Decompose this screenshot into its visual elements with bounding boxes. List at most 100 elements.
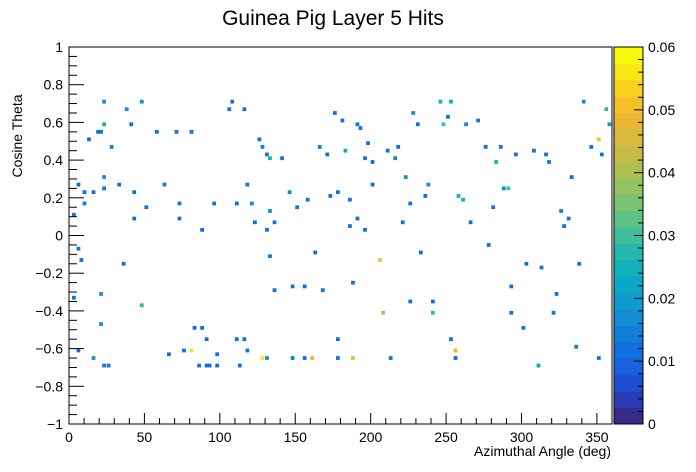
- x-tick-label: 50: [137, 429, 153, 445]
- color-scale-segment: [614, 47, 643, 64]
- heatmap-bin: [302, 284, 307, 289]
- y-tick-label: 0.8: [44, 77, 64, 93]
- heatmap-bin: [438, 99, 443, 104]
- heatmap-bin: [121, 261, 126, 266]
- color-scale-tick-label: 0.02: [648, 290, 675, 306]
- y-tick-label: −0.6: [35, 341, 63, 357]
- heatmap-bin: [234, 201, 239, 206]
- heatmap-bin: [415, 122, 420, 127]
- heatmap-bin: [509, 310, 514, 315]
- heatmap-bin: [396, 145, 401, 149]
- y-tick-label: 0.2: [44, 190, 64, 206]
- heatmap-bin: [604, 107, 609, 112]
- heatmap-bin: [325, 152, 330, 157]
- heatmap-bin: [403, 175, 408, 179]
- heatmap-bin: [129, 122, 134, 127]
- heatmap-bin: [355, 122, 360, 127]
- heatmap-bin: [99, 129, 103, 134]
- color-scale-segment: [614, 342, 643, 359]
- color-scale-segment: [614, 260, 643, 277]
- heatmap-bin: [431, 310, 435, 315]
- heatmap-bin: [117, 182, 122, 187]
- heatmap-bin: [453, 356, 458, 360]
- y-axis-ticks: −1 −0.8 −0.6 −0.4 −0.2 0 0.2 0.4 0.6 0.8 1: [35, 39, 84, 432]
- heatmap-bin: [408, 299, 413, 304]
- heatmap-bin: [154, 129, 159, 134]
- heatmap-bin: [230, 99, 235, 104]
- heatmap-bin: [162, 182, 167, 187]
- heatmap-bin: [574, 344, 579, 349]
- heatmap-bin: [476, 118, 481, 123]
- heatmap-bin: [102, 175, 106, 179]
- heatmap-bin: [589, 145, 594, 149]
- heatmap-bin: [102, 186, 106, 191]
- y-tick-label: −0.4: [35, 303, 63, 319]
- color-scale-bar: [613, 46, 644, 425]
- heatmap-bin: [547, 160, 551, 164]
- heatmap-bin: [182, 348, 186, 353]
- color-scale-tick-label: 0.04: [648, 165, 675, 181]
- heatmap-bin: [388, 356, 393, 360]
- heatmap-bin: [370, 160, 375, 164]
- x-tick-label: 0: [65, 429, 73, 445]
- heatmap-bin: [400, 220, 405, 225]
- heatmap-bin: [453, 348, 458, 353]
- heatmap-bin: [596, 356, 601, 360]
- x-tick-label: 200: [359, 429, 383, 445]
- heatmap-bin: [539, 265, 544, 270]
- heatmap-bin: [581, 99, 586, 104]
- heatmap-bin: [139, 99, 144, 104]
- color-scale-segment: [614, 227, 643, 245]
- color-scale-segment: [614, 178, 643, 195]
- heatmap-bin: [132, 216, 137, 221]
- heatmap-bin: [245, 348, 250, 353]
- heatmap-bin: [408, 201, 413, 206]
- color-scale-segment: [614, 63, 643, 81]
- color-scale-ticks: 0 0.01 0.02 0.03 0.04 0.05 0.06: [634, 39, 675, 432]
- heatmap-bin: [91, 356, 96, 360]
- heatmap-bin: [393, 156, 398, 161]
- heatmap-bin: [456, 194, 461, 198]
- color-scale-segment: [614, 128, 643, 146]
- heatmap-bin: [381, 310, 385, 315]
- heatmap-bin: [109, 145, 114, 149]
- heatmap-bin: [317, 145, 322, 149]
- color-scale-segment: [614, 210, 643, 228]
- y-tick-label: 0.4: [44, 152, 64, 168]
- y-tick-label: 0.6: [44, 114, 64, 130]
- heatmap-bin: [310, 356, 315, 360]
- heatmap-bin: [494, 160, 499, 164]
- heatmap-bin: [197, 363, 201, 368]
- heatmap-bin: [200, 325, 204, 330]
- x-tick-label: 250: [434, 429, 458, 445]
- heatmap-bin: [215, 352, 220, 357]
- color-scale-tick-label: 0: [648, 416, 656, 432]
- color-scale-segment: [614, 325, 643, 343]
- heatmap-bins: [72, 99, 612, 368]
- heatmap-bin: [423, 194, 428, 198]
- color-scale-segment: [614, 391, 643, 409]
- heatmap-bin: [76, 182, 81, 187]
- heatmap-bin: [174, 129, 179, 134]
- heatmap-bin: [91, 190, 96, 195]
- heatmap-bin: [363, 227, 367, 232]
- heatmap-bin: [204, 363, 209, 368]
- heatmap-bin: [272, 288, 277, 293]
- heatmap-bin: [189, 129, 194, 134]
- heatmap-bin: [192, 325, 197, 330]
- heatmap-bin: [498, 145, 503, 149]
- x-tick-label: 300: [510, 429, 534, 445]
- heatmap-bin: [102, 99, 106, 104]
- heatmap-bin: [237, 363, 242, 368]
- heatmap-bin: [509, 284, 514, 289]
- color-scale-segment: [614, 112, 643, 130]
- heatmap-bin: [559, 209, 563, 213]
- heatmap-bin: [87, 137, 91, 142]
- y-tick-label: −1: [47, 416, 63, 432]
- heatmap-bin: [272, 220, 277, 225]
- heatmap-bin: [426, 182, 431, 187]
- heatmap-bin: [441, 122, 446, 127]
- heatmap-bin: [483, 145, 488, 149]
- color-scale-tick-label: 0.01: [648, 353, 675, 369]
- heatmap-bin: [265, 227, 269, 232]
